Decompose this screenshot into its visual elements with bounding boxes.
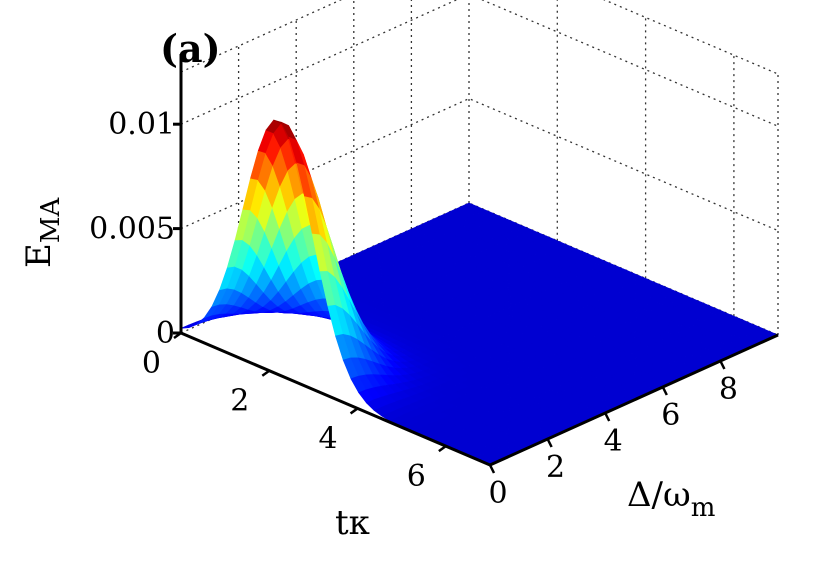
y-tick-mark [661, 386, 668, 396]
y-tick-mark [719, 360, 726, 370]
y-axis-line [489, 333, 779, 467]
y-tick-mark [488, 464, 496, 474]
x-tick-label: 0 [142, 346, 161, 381]
y-tick-label: 0 [488, 476, 507, 511]
y-tick-label: 2 [546, 450, 565, 485]
grid-line [180, 0, 779, 75]
svg-text:EMA: EMA [19, 197, 66, 268]
tick-labels: 0 0.005 0.01 0 2 4 6 0 2 4 6 8 [89, 107, 738, 511]
x-tick-label: 4 [318, 421, 337, 456]
y-axis-label-sub: m [691, 493, 716, 523]
x-tick-label: 2 [230, 384, 249, 419]
z-axis-label: EMA [19, 197, 66, 268]
panel-label: (a) [160, 26, 221, 71]
x-tick-mark [349, 407, 359, 415]
y-tick-mark [604, 412, 611, 422]
axes [179, 54, 779, 467]
y-axis-label-main: Δ/ω [627, 475, 691, 515]
z-tick-label: 0.005 [89, 212, 175, 247]
surface-mesh [180, 119, 779, 466]
x-axis-line [180, 331, 491, 467]
z-axis-label-main: E [19, 243, 59, 268]
x-axis-label: tκ [335, 503, 370, 543]
z-tick-label: 0 [156, 316, 175, 351]
y-tick-label: 8 [719, 372, 738, 407]
grid-line [180, 0, 779, 127]
y-axis-label: Δ/ωm [627, 475, 715, 523]
y-tick-label: 4 [604, 424, 623, 459]
y-tick-label: 6 [661, 398, 680, 433]
z-tick-label: 0.01 [108, 107, 175, 142]
x-tick-label: 6 [407, 459, 426, 494]
x-tick-mark [438, 445, 447, 453]
z-axis-label-sub: MA [36, 197, 66, 244]
x-tick-mark [173, 331, 182, 340]
y-tick-mark [546, 438, 553, 448]
x-tick-mark [261, 369, 271, 377]
